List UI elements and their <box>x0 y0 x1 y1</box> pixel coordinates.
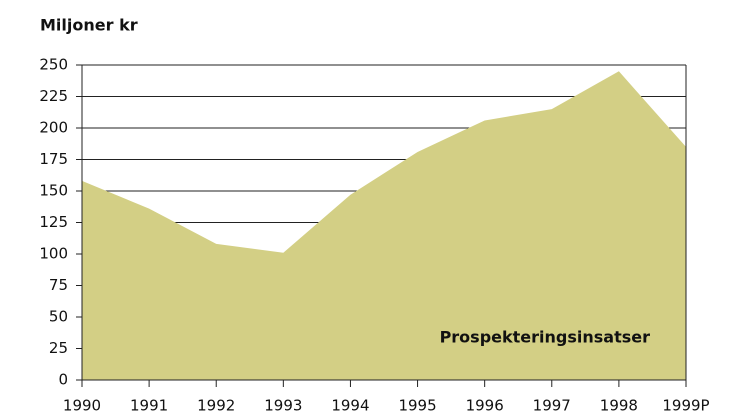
x-tick-label: 1994 <box>331 397 369 415</box>
annotation: Prospekteringsinsatser <box>440 328 651 347</box>
y-tick-label: 75 <box>49 276 68 294</box>
x-tick-label: 1993 <box>264 397 302 415</box>
y-tick-label: 200 <box>39 119 68 137</box>
y-tick-label: 50 <box>49 308 68 326</box>
y-tick-label: 100 <box>39 245 68 263</box>
y-tick-label: 175 <box>39 150 68 168</box>
area <box>82 71 686 381</box>
x-tick-label: 1999P <box>662 397 709 415</box>
y-tick-label: 225 <box>39 87 68 105</box>
x-tick-label: 1998 <box>600 397 638 415</box>
x-tick-label: 1990 <box>63 397 101 415</box>
x-tick-label: 1996 <box>466 397 504 415</box>
y-tick-label: 0 <box>58 371 68 389</box>
y-tick-label: 125 <box>39 213 68 231</box>
y-tick-label: 25 <box>49 339 68 357</box>
y-tick-label: 250 <box>39 56 68 74</box>
x-tick-label: 1992 <box>197 397 235 415</box>
x-tick-label: 1997 <box>533 397 571 415</box>
x-tick-label: 1995 <box>398 397 436 415</box>
y-tick-label: 150 <box>39 182 68 200</box>
chart-title: Miljoner kr <box>40 16 138 35</box>
x-tick-label: 1991 <box>130 397 168 415</box>
